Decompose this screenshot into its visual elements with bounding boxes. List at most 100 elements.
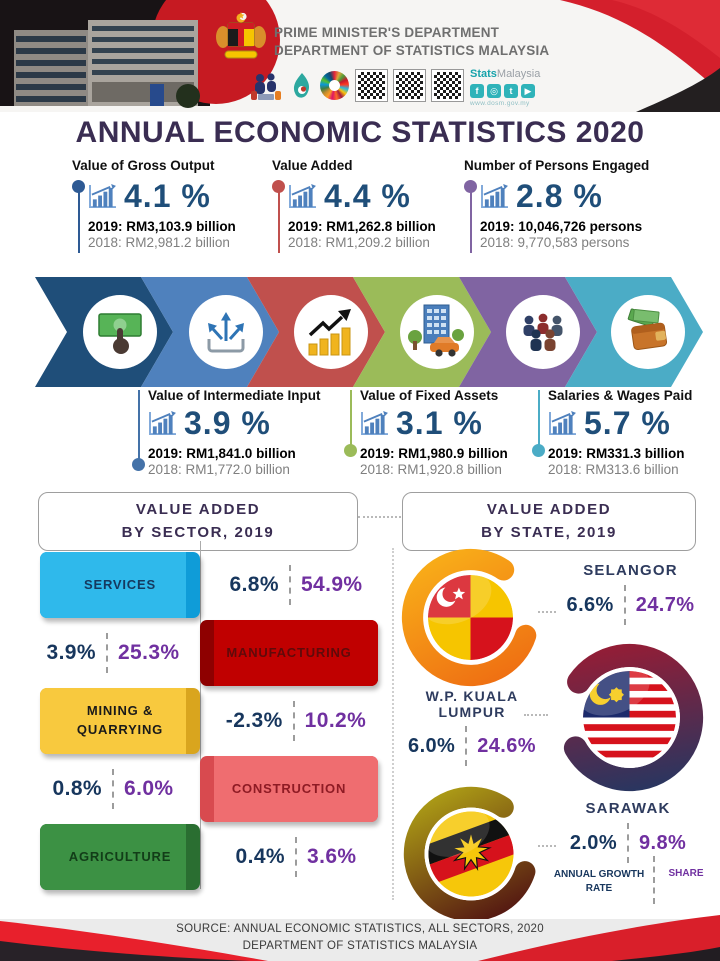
page-title: ANNUAL ECONOMIC STATISTICS 2020 <box>75 116 645 149</box>
growth-pct: 4.1 % <box>124 178 211 214</box>
growth-pct: 5.7 % <box>584 405 671 441</box>
state-panel-title: VALUE ADDED BY STATE, 2019 <box>402 492 696 551</box>
state-name: SARAWAK <box>585 800 671 817</box>
state-legend: ANNUAL GROWTH RATE SHARE <box>550 856 712 904</box>
value-divider <box>112 769 114 809</box>
growth-value: 0.8% <box>52 777 102 800</box>
pin-line <box>137 390 140 464</box>
youtube-icon: ▶ <box>521 84 535 98</box>
growth-value: 3.9% <box>46 641 96 664</box>
share-value: 3.6% <box>307 845 357 868</box>
panel-separator <box>392 548 394 900</box>
pin-line <box>277 191 280 253</box>
value-2018: 2018: RM1,209.2 billion <box>288 235 430 250</box>
value-2019: 2019: RM1,980.9 billion <box>360 446 508 461</box>
growth-pct: 4.4 % <box>324 178 411 214</box>
website-url: www.dosm.gov.my <box>470 100 530 107</box>
stat-value-added: Value Added 4.4 % 2019: RM1,262.8 billio… <box>272 158 464 253</box>
environment-logo-icon <box>293 72 310 98</box>
sector-values: 0.8% 6.0% <box>32 756 194 822</box>
growth-pct: 2.8 % <box>516 178 603 214</box>
people-group-icon <box>523 313 563 351</box>
stat-fixed-assets: Value of Fixed Assets 3.1 % 2019: RM1,98… <box>344 388 532 477</box>
sector-bar-services: SERVICES <box>40 552 200 618</box>
dark-corner <box>636 68 720 112</box>
stat-persons-engaged: Number of Persons Engaged 2.8 % 2019: 10… <box>464 158 702 253</box>
sector-values: 3.9% 25.3% <box>32 620 194 686</box>
pin-dot <box>532 444 545 457</box>
flag-connector-dots <box>538 611 556 613</box>
pin-dot <box>72 180 85 193</box>
stat-label: Value of Fixed Assets <box>360 388 499 403</box>
facebook-icon: f <box>470 84 484 98</box>
sector-label: SERVICES <box>84 576 156 592</box>
pin-dot <box>344 444 357 457</box>
growth-value: 6.8% <box>229 573 279 596</box>
stats-malaysia-logo: StatsMalaysia <box>470 68 541 80</box>
share-value: 24.7% <box>635 593 695 616</box>
distribution-arrows-icon <box>207 312 245 353</box>
stat-intermediate-input: Value of Intermediate Input 3.9 % 2019: … <box>132 388 344 477</box>
dosm-building-photo <box>0 0 280 108</box>
legend-divider <box>653 856 655 904</box>
pin-dot <box>132 458 145 471</box>
value-divider <box>292 701 295 741</box>
value-2019: 2019: RM331.3 billion <box>548 446 685 461</box>
value-divider <box>465 726 468 766</box>
value-2018: 2018: 9,770,583 persons <box>480 235 630 250</box>
sector-label: AGRICULTURE <box>68 848 172 864</box>
sector-bar-construction: CONSTRUCTION <box>200 756 378 822</box>
legend-share-label: SHARE <box>668 868 704 879</box>
value-2018: 2018: RM2,981.2 billion <box>88 235 230 250</box>
sarawak-flag <box>403 786 539 922</box>
sector-values: 6.8% 54.9% <box>212 552 380 618</box>
growth-value: -2.3% <box>225 709 283 732</box>
share-value: 10.2% <box>304 709 367 732</box>
sdg-wheel-icon <box>320 71 349 100</box>
stat-salaries-wages: Salaries & Wages Paid 5.7 % 2019: RM331.… <box>532 388 717 477</box>
bar-chart-icon <box>549 411 576 436</box>
state-kuala-lumpur: W.P. KUALA LUMPUR 6.0% 24.6% <box>396 688 548 766</box>
growth-value: 6.6% <box>566 593 614 616</box>
header-decoration <box>0 0 720 112</box>
source-note: SOURCE: ANNUAL ECONOMIC STATISTICS, ALL … <box>0 921 720 954</box>
source-line2: DEPARTMENT OF STATISTICS MALAYSIA <box>242 939 478 952</box>
value-2019: 2019: 10,046,726 persons <box>480 219 643 234</box>
chevron-process-banner <box>35 277 703 387</box>
growth-chart-icon <box>308 309 351 356</box>
bar-chart-icon <box>361 411 388 436</box>
growth-value: 2.0% <box>569 831 617 854</box>
pin-dot <box>464 180 477 193</box>
bar-chart-icon <box>149 411 176 436</box>
value-divider <box>295 837 297 877</box>
twitter-icon: t <box>504 84 518 98</box>
sector-spine-line <box>200 541 201 889</box>
state-values: 6.0% 24.6% <box>396 726 548 766</box>
legend-growth-label: ANNUAL GROWTH RATE <box>553 869 645 894</box>
selangor-flag <box>401 548 540 687</box>
pin-dot <box>272 180 285 193</box>
stat-gross-output: Value of Gross Output 4.1 % 2019: RM3,10… <box>72 158 272 253</box>
sector-bar-manufacturing: MANUFACTURING <box>200 620 378 686</box>
qr-code-icon <box>393 69 426 102</box>
bar-chart-icon <box>289 184 316 209</box>
growth-pct: 3.1 % <box>396 405 483 441</box>
sector-label: MINING & QUARRYING <box>76 703 164 737</box>
sector-bar-mining: MINING & QUARRYING <box>40 688 200 754</box>
dept-line2: DEPARTMENT OF STATISTICS MALAYSIA <box>274 42 550 58</box>
state-sarawak: SARAWAK 2.0% 9.8% <box>548 800 708 863</box>
bar-chart-icon <box>89 184 116 209</box>
source-line1: SOURCE: ANNUAL ECONOMIC STATISTICS, ALL … <box>176 923 544 935</box>
share-value: 9.8% <box>639 831 687 854</box>
stats-malaysia-block: StatsMalaysia f ◎ t ▶ www.dosm.gov.my <box>470 64 540 107</box>
qr-code-icon <box>355 69 388 102</box>
growth-value: 0.4% <box>235 845 285 868</box>
stat-label: Value of Intermediate Input <box>148 388 321 403</box>
stat-label: Value Added <box>272 158 353 173</box>
state-values: 2.0% 9.8% <box>548 823 708 863</box>
header-banner: PRIME MINISTER'S DEPARTMENT DEPARTMENT O… <box>0 0 720 112</box>
state-name: SELANGOR <box>583 562 678 579</box>
buildings-car-icon <box>408 304 464 357</box>
value-2018: 2018: RM1,772.0 billion <box>148 462 290 477</box>
sector-panel-title: VALUE ADDED BY SECTOR, 2019 <box>38 492 358 551</box>
